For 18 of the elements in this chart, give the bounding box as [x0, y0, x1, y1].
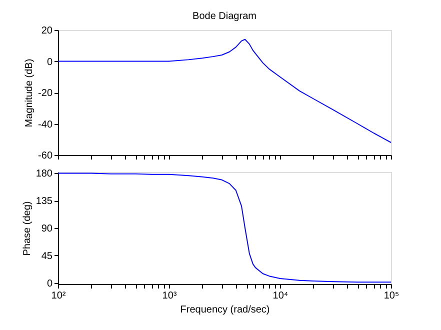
- x-axis-title: Frequency (rad/sec): [180, 304, 270, 316]
- chart-title: Bode Diagram: [192, 11, 256, 22]
- x-tick-label: 10³: [162, 290, 178, 302]
- y-axis-title: Phase (deg): [22, 201, 33, 256]
- y-tick-label: -40: [38, 119, 53, 130]
- y-tick-label: 90: [41, 224, 53, 234]
- y-tick-label: 135: [36, 196, 53, 208]
- x-tick-label: 10⁵: [384, 290, 400, 302]
- y-tick-label: 45: [41, 250, 53, 262]
- x-tick-label: 10²: [51, 290, 66, 302]
- y-tick-label: -60: [38, 150, 53, 162]
- y-tick-label: -20: [38, 88, 53, 99]
- y-tick-label: 0: [46, 278, 53, 290]
- y-tick-label: 20: [41, 26, 53, 36]
- y-tick-label: 180: [36, 168, 53, 180]
- y-axis-title: Magnitude (dB): [24, 58, 36, 128]
- y-tick-label: 0: [46, 56, 53, 68]
- x-tick-label: 10⁴: [272, 290, 288, 302]
